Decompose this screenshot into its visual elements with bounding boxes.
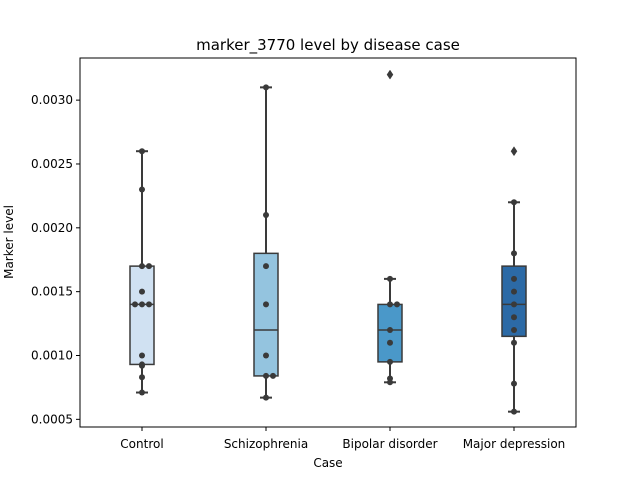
data-point-control [139, 148, 145, 155]
data-point-bipolar-disorder [387, 339, 393, 346]
y-tick-label: 0.0025 [31, 157, 73, 171]
data-point-control [139, 301, 145, 308]
data-point-schizophrenia [263, 84, 269, 91]
outlier-marker-bipolar-disorder [386, 69, 394, 80]
data-point-control [139, 186, 145, 193]
y-tick-label: 0.0020 [31, 221, 73, 235]
y-axis-label: Marker level [2, 205, 16, 279]
data-point-bipolar-disorder [394, 301, 400, 308]
box-control [129, 265, 155, 366]
y-tick-label: 0.0010 [31, 348, 73, 362]
data-point-schizophrenia [263, 301, 269, 308]
data-point-bipolar-disorder [387, 326, 393, 333]
x-axis-label: Case [313, 456, 342, 470]
outlier-marker-major-depression [510, 146, 518, 157]
chart-title: marker_3770 level by disease case [196, 36, 460, 55]
data-point-bipolar-disorder [387, 301, 393, 308]
data-point-major-depression [511, 199, 517, 206]
data-point-major-depression [511, 326, 517, 333]
data-point-control [139, 263, 145, 270]
box-bipolar-disorder [377, 303, 403, 363]
y-tick-label: 0.0005 [31, 412, 73, 426]
y-tick-label: 0.0015 [31, 285, 73, 299]
data-point-control [146, 263, 152, 270]
data-point-control [146, 301, 152, 308]
data-point-control [132, 301, 138, 308]
data-point-major-depression [511, 275, 517, 282]
data-point-bipolar-disorder [387, 358, 393, 365]
data-point-major-depression [511, 380, 517, 387]
y-tick-label: 0.0030 [31, 93, 73, 107]
data-point-major-depression [511, 408, 517, 415]
data-point-major-depression [511, 314, 517, 321]
data-point-control [139, 389, 145, 396]
x-tick-label-schizophrenia: Schizophrenia [224, 437, 308, 451]
x-tick-label-major-depression: Major depression [463, 437, 566, 451]
data-point-control [139, 374, 145, 381]
x-tick-label-bipolar-disorder: Bipolar disorder [342, 437, 437, 451]
data-point-schizophrenia [263, 352, 269, 359]
data-point-major-depression [511, 250, 517, 257]
data-point-control [139, 352, 145, 359]
data-point-schizophrenia [263, 394, 269, 401]
x-tick-label-control: Control [120, 437, 163, 451]
data-point-bipolar-disorder [387, 375, 393, 382]
data-point-schizophrenia [263, 263, 269, 270]
plot-area: Control Schizophrenia Bipolar disorder Majo… [31, 57, 577, 451]
data-point-bipolar-disorder [387, 275, 393, 282]
data-point-major-depression [511, 339, 517, 346]
data-point-control [139, 361, 145, 368]
plot-frame [79, 57, 577, 428]
data-point-schizophrenia [263, 372, 269, 379]
data-point-schizophrenia [263, 212, 269, 219]
data-point-major-depression [511, 301, 517, 308]
data-point-major-depression [511, 288, 517, 295]
data-point-schizophrenia [270, 372, 276, 379]
data-point-control [139, 288, 145, 295]
